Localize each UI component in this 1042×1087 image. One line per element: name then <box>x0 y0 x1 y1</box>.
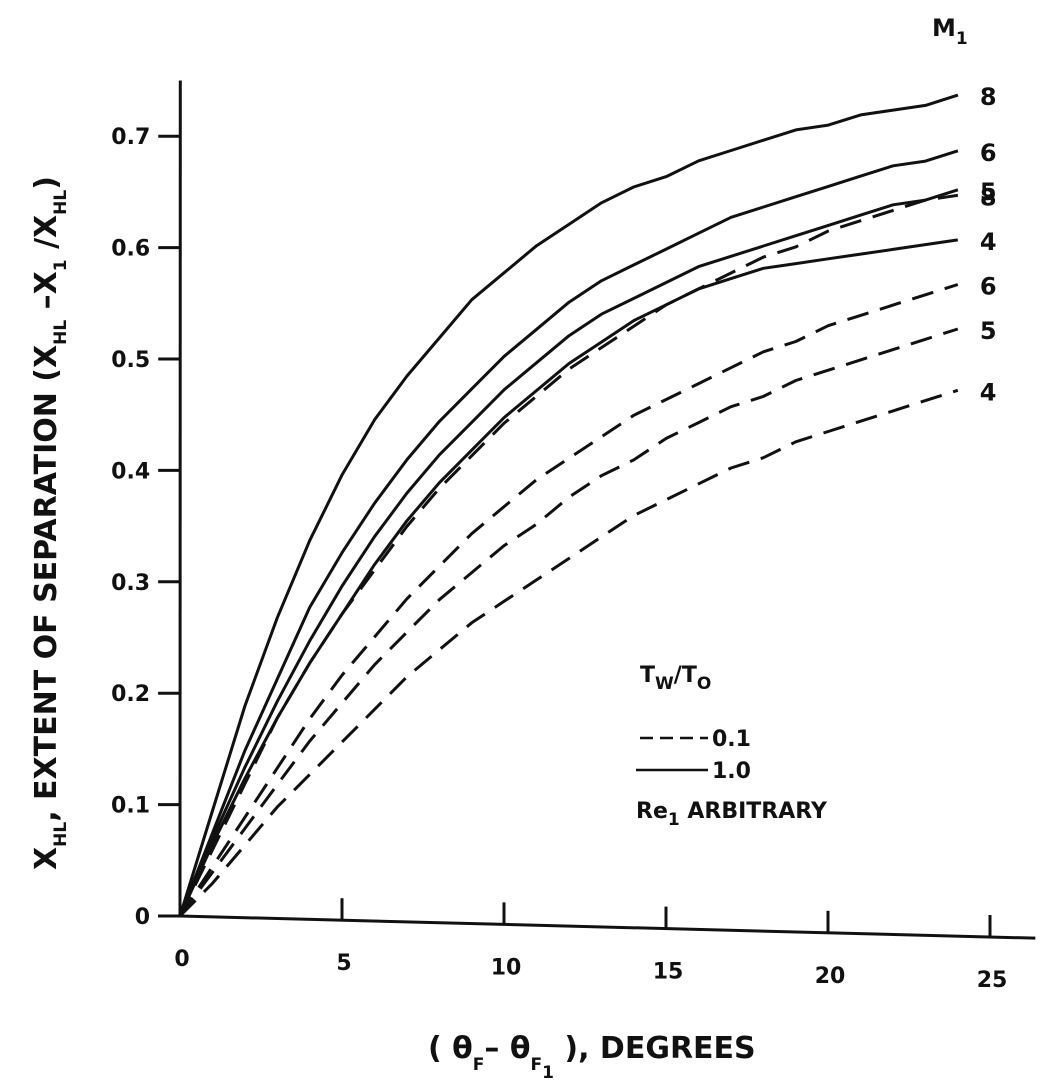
curve-solid-m6 <box>178 149 959 917</box>
x-tick-label: 20 <box>815 964 846 989</box>
curve-solid-m5 <box>178 188 959 917</box>
curve-dashed-m5 <box>178 327 959 917</box>
mach-header: M1 <box>932 14 968 49</box>
curve-dashed-m6 <box>178 283 959 917</box>
y-tick-label: 0.1 <box>111 794 150 819</box>
legend-title: TW/TO <box>640 663 711 694</box>
x-tick-label: 5 <box>336 951 351 976</box>
y-axis-title: XHL, EXTENT OF SEPARATION (XHL –X1 /XHL) <box>29 176 71 870</box>
curve-dashed-m4 <box>178 388 959 918</box>
y-tick-label: 0.4 <box>111 459 150 484</box>
y-tick-label: 0.6 <box>111 237 150 262</box>
y-tick-label: 0.7 <box>111 125 150 150</box>
y-tick-label: 0.2 <box>111 682 150 707</box>
x-axis-title: ( θF– θF1 ), DEGREES <box>428 1031 756 1083</box>
axes <box>178 80 1036 940</box>
curve-label-dashed-m6: 6 <box>980 272 997 300</box>
legend: TW/TO 0.1 1.0 Re1 ARBITRARY <box>636 663 828 830</box>
curve-label-dashed-m4: 4 <box>980 378 997 406</box>
curve-label-solid-m6: 6 <box>980 139 997 167</box>
x-tick-label: 10 <box>491 955 522 980</box>
curve-label-solid-m8: 8 <box>980 83 997 111</box>
y-tick-label: 0 <box>135 905 150 930</box>
curve-label-solid-m5: 5 <box>980 178 997 206</box>
curve-label-solid-m4: 4 <box>980 228 997 256</box>
legend-label-solid: 1.0 <box>712 759 751 784</box>
curve-labels: 8 6 5 4 8 6 5 4 <box>980 83 997 406</box>
y-tick-label: 0.5 <box>111 348 150 373</box>
curve-label-dashed-m8: 8 <box>980 183 997 211</box>
x-tick-label: 15 <box>653 960 684 985</box>
curve-solid-m4 <box>178 238 959 917</box>
curve-solid-m8 <box>178 93 959 917</box>
curves <box>178 93 959 918</box>
x-tick-label: 25 <box>977 968 1008 993</box>
x-axis-line <box>179 914 1036 940</box>
ticks: 0 0.1 0.2 0.3 0.4 0.5 0.6 0.7 0 5 10 15 20 25 <box>111 125 1007 993</box>
curve-dashed-m8 <box>178 193 959 917</box>
legend-note: Re1 ARBITRARY <box>636 799 828 830</box>
x-tick-label: 0 <box>174 947 189 972</box>
legend-label-dashed: 0.1 <box>712 727 751 752</box>
curve-label-dashed-m5: 5 <box>980 317 997 345</box>
y-tick-label: 0.3 <box>111 571 150 596</box>
